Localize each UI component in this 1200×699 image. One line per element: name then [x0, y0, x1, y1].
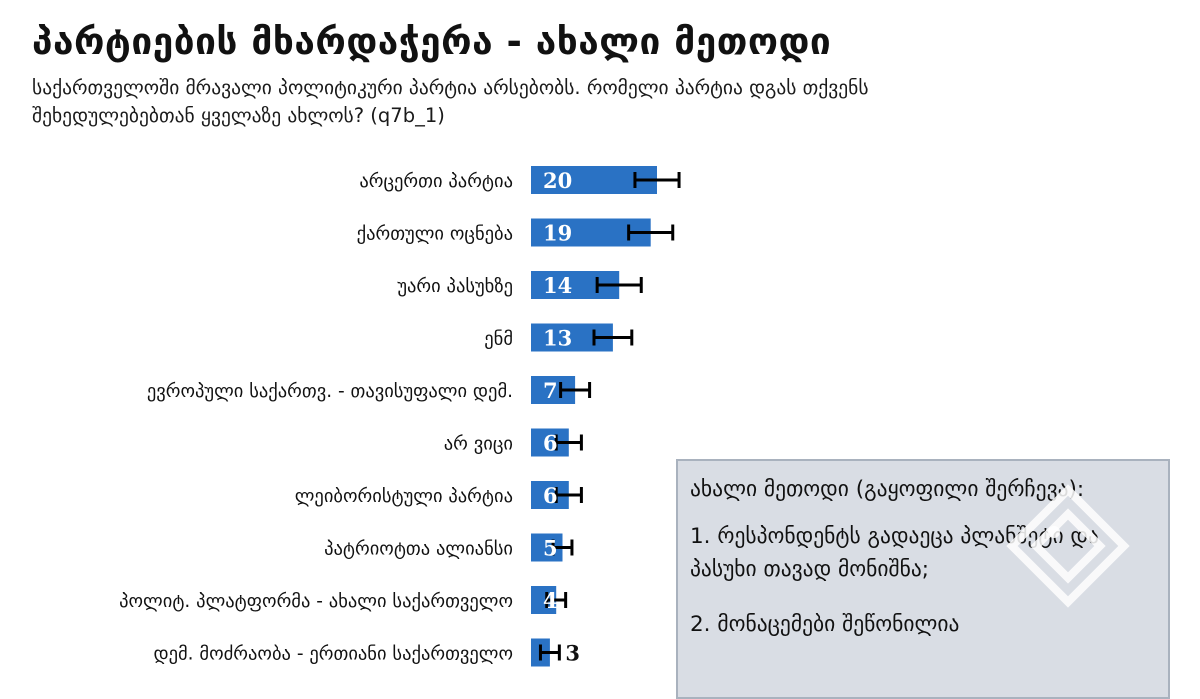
value-label: 6 [543, 431, 558, 456]
category-label: ქართული ოცნება [357, 224, 513, 245]
category-label: პოლიტ. პლატფორმა - ახალი საქართველო [119, 591, 513, 612]
category-label: არცერთი პარტია [359, 171, 513, 192]
info-box: ახალი მეთოდი (გაყოფილი შერჩევა): 1. რესპ… [676, 459, 1170, 699]
category-label: ევროპული საქართვ. - თავისუფალი დემ. [147, 381, 513, 402]
chart-subtitle: საქართველოში მრავალი პოლიტიკური პარტია ა… [32, 76, 869, 127]
value-label: 14 [543, 273, 572, 298]
info-box-heading: ახალი მეთოდი (გაყოფილი შერჩევა): [690, 477, 1085, 502]
category-label: პატრიოტთა ალიანსი [324, 539, 513, 560]
value-label: 6 [543, 483, 558, 508]
category-label: უარი პასუხზე [397, 276, 513, 297]
category-label: არ ვიცი [444, 434, 513, 455]
info-box-item: 2. მონაცემები შეწონილია [690, 612, 960, 637]
value-label: 7 [543, 378, 558, 403]
value-label: 4 [543, 588, 558, 613]
value-label: 13 [543, 326, 572, 351]
category-label: ენმ [484, 329, 513, 350]
bar-chart: არცერთი პარტია 20 ქართული ოცნება 19 უარი პას… [119, 166, 681, 667]
value-label: 19 [543, 221, 572, 246]
category-label: ლეიბორისტული პარტია [295, 486, 513, 507]
chart-title: პარტიების მხარდაჭერა - ახალი მეთოდი [32, 20, 832, 63]
value-label: 5 [543, 536, 558, 561]
category-label: დემ. მოძრაობა - ერთიანი საქართველო [153, 644, 513, 665]
value-label: 20 [543, 168, 572, 193]
info-box-item: 1. რესპონდენტს გადაეცა პლანშეტი და პასუხ… [690, 524, 1099, 582]
value-label: 3 [565, 641, 580, 666]
